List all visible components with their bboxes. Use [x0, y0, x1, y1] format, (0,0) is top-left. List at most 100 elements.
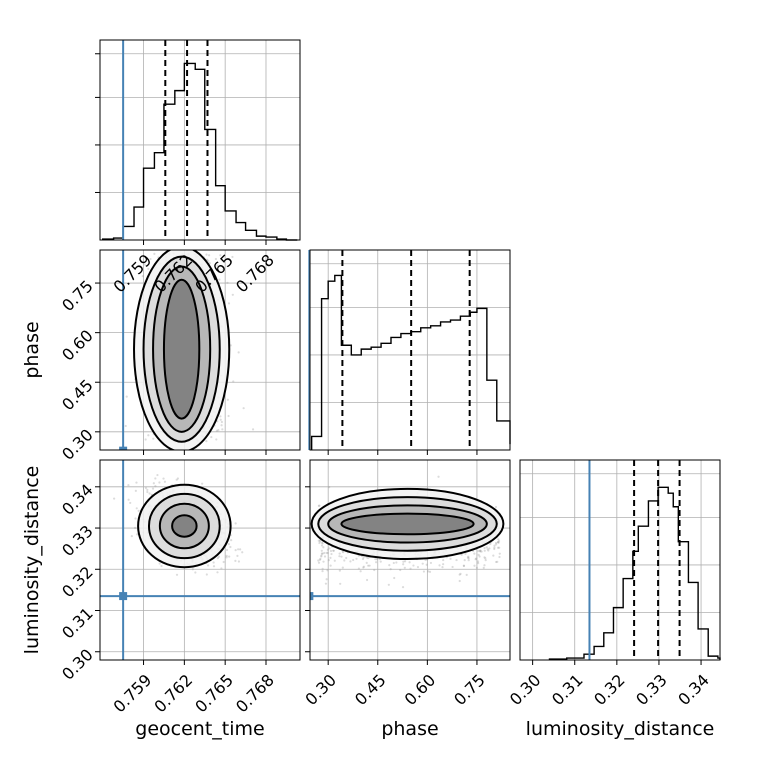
sample-point [205, 573, 208, 576]
y-tick-label: 0.30 [58, 425, 97, 464]
sample-point [479, 549, 482, 552]
sample-point [465, 573, 468, 576]
sample-point [153, 252, 156, 255]
sample-point [487, 549, 490, 552]
hist-geocent-time-frame [99, 39, 301, 241]
sample-point [458, 573, 461, 576]
sample-point [480, 550, 483, 553]
sample-point [328, 547, 331, 550]
sample-point [368, 564, 371, 567]
sample-point [318, 558, 322, 561]
sample-point [225, 556, 228, 559]
sample-point [230, 539, 233, 542]
x-tick-label: 0.33 [632, 670, 671, 709]
sample-point [366, 556, 370, 560]
contour-line [147, 492, 221, 560]
sample-point [402, 560, 405, 563]
sample-point [226, 398, 229, 401]
x-tick-label: 0.759 [110, 670, 156, 716]
sample-point [483, 546, 486, 550]
sample-point [467, 559, 470, 562]
sample-point [216, 571, 219, 574]
sample-point [127, 483, 130, 487]
sample-point [494, 541, 498, 545]
sample-point [215, 438, 218, 441]
sample-point [462, 564, 466, 567]
sample-point [323, 555, 327, 558]
x-tick-label: 0.75 [450, 670, 489, 709]
sample-point [429, 561, 433, 565]
sample-point [442, 558, 445, 562]
sample-point [479, 549, 482, 552]
sample-point [324, 582, 328, 585]
sample-point [218, 278, 221, 281]
sample-point [475, 557, 478, 560]
sample-point [463, 558, 466, 562]
sample-point [484, 558, 487, 562]
sample-point [318, 504, 321, 507]
sample-point [459, 572, 462, 575]
sample-point [236, 554, 239, 558]
hist2d-phase-vs-geocent-time-frame [99, 249, 301, 451]
sample-point [176, 477, 180, 480]
sample-point [402, 563, 405, 566]
sample-point [495, 543, 498, 546]
sample-point [133, 526, 137, 529]
sample-point [135, 507, 138, 510]
sample-point [495, 560, 498, 564]
hist-luminosity-distance-frame [519, 459, 721, 661]
sample-point [493, 546, 496, 549]
x-tick-label: 0.30 [506, 670, 545, 709]
hist2d-distance-vs-phase-frame [309, 459, 511, 661]
sample-point [412, 564, 415, 567]
sample-point [498, 552, 501, 555]
sample-point [482, 566, 485, 569]
sample-point [231, 255, 234, 259]
sample-point [340, 555, 343, 558]
sample-point [408, 561, 411, 564]
sample-point [365, 556, 368, 559]
sample-point [135, 481, 138, 484]
sample-point [484, 557, 487, 560]
sample-point [496, 541, 500, 544]
sample-point [234, 522, 237, 525]
x-tick-label: 0.31 [548, 670, 587, 709]
sample-point [152, 482, 155, 485]
x-tick-label: 0.34 [674, 670, 713, 709]
sample-point [222, 560, 225, 564]
sample-point [341, 566, 344, 569]
sample-point [321, 567, 324, 570]
sample-point [220, 420, 223, 424]
sample-point [476, 560, 480, 563]
x-tick-label: 0.768 [232, 250, 278, 296]
sample-point [441, 566, 444, 569]
sample-point [320, 541, 324, 544]
sample-point [205, 440, 208, 443]
sample-point [493, 547, 496, 551]
contour-line [142, 255, 221, 443]
sample-point [498, 546, 501, 549]
sample-point [127, 498, 130, 501]
sample-point [320, 555, 323, 558]
sample-point [137, 509, 140, 512]
sample-point [361, 557, 365, 561]
density-level [341, 513, 474, 535]
density-level [163, 279, 200, 419]
sample-point [338, 555, 341, 558]
sample-point [143, 263, 146, 266]
sample-point [428, 570, 432, 573]
sample-point [154, 477, 157, 480]
x-tick-label: 0.60 [401, 670, 440, 709]
sample-point [474, 558, 477, 561]
sample-point [146, 488, 149, 491]
sample-point [338, 552, 341, 555]
contour-line [133, 250, 231, 450]
sample-point [237, 351, 240, 354]
sample-point [147, 267, 150, 270]
sample-point [330, 552, 333, 556]
sample-point [124, 424, 127, 428]
frames-layer [99, 39, 721, 661]
sample-point [318, 540, 322, 543]
x-tick-label: 0.45 [351, 670, 390, 709]
